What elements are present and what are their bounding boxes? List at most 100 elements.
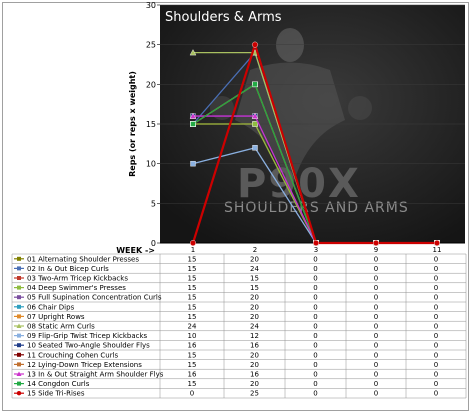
table-cell-value: 0 — [374, 342, 378, 350]
table-cell-value: 0 — [313, 265, 317, 273]
table-cell-value: 0 — [374, 371, 378, 379]
table-cell-value: 0 — [434, 332, 438, 340]
table-cell-value: 0 — [374, 303, 378, 311]
legend-key-marker — [16, 323, 22, 328]
table-cell-value: 20 — [250, 361, 259, 369]
table-cell-value: 0 — [313, 255, 317, 263]
table-row-label: 08 Static Arm Curls — [27, 323, 95, 331]
table-cell-value: 20 — [250, 351, 259, 359]
table-cell-value: 15 — [188, 275, 197, 283]
table-row-label: 06 Chair Dips — [27, 303, 75, 311]
table-cell-value: 20 — [250, 294, 259, 302]
table-row-label: 12 Lying-Down Tricep Extensions — [27, 361, 142, 369]
y-tick-label: 5 — [151, 199, 156, 208]
table-cell-value: 0 — [313, 275, 317, 283]
table-cell-value: 0 — [434, 323, 438, 331]
table-cell-value: 0 — [434, 342, 438, 350]
y-tick-label: 30 — [146, 1, 156, 10]
x-axis-label: WEEK -> — [116, 246, 155, 255]
table-cell-value: 20 — [250, 313, 259, 321]
table-row-label: 01 Alternating Shoulder Presses — [27, 255, 139, 263]
legend-key-marker — [17, 276, 21, 280]
data-point — [190, 160, 196, 167]
table-cell-value: 0 — [374, 380, 378, 388]
table-cell-value: 15 — [188, 303, 197, 311]
table-cell-value: 15 — [188, 313, 197, 321]
table-cell-value: 24 — [250, 323, 259, 331]
legend-key-marker — [17, 295, 21, 300]
data-point — [189, 239, 196, 246]
table-cell-value: 0 — [374, 255, 378, 263]
data-point — [252, 145, 258, 151]
table-cell-value: 15 — [188, 284, 197, 292]
table-cell-value: 15 — [250, 284, 259, 292]
table-row: 11 Crouching Cohen Curls 15 20 0 0 0 — [14, 351, 438, 359]
data-point — [313, 239, 320, 246]
chart-frame — [2, 2, 469, 411]
athlete-figure — [210, 28, 372, 200]
data-point — [251, 41, 258, 48]
data-point — [190, 121, 196, 127]
legend-key-marker — [17, 304, 21, 309]
table-cell-value: 0 — [434, 284, 438, 292]
data-point — [252, 81, 258, 88]
table-cell-value: 0 — [434, 371, 438, 379]
table-row-label: 13 In & Out Straight Arm Shoulder Flys — [27, 371, 164, 379]
table-cell-value: 15 — [188, 265, 197, 273]
legend-key-marker — [17, 333, 21, 338]
table-row-label: 04 Deep Swimmer's Presses — [27, 284, 126, 292]
y-axis-label: Reps (or reps x weight) — [128, 71, 137, 177]
table-cell-value: 0 — [434, 313, 438, 321]
table-cell-value: 0 — [313, 303, 317, 311]
y-tick-label: 20 — [146, 80, 156, 89]
table-row: 01 Alternating Shoulder Presses 15 20 0 0 0 — [14, 255, 438, 263]
y-ticks: 0 5 10 15 20 25 30 — [146, 1, 160, 248]
table-cell-value: 0 — [374, 390, 378, 398]
table-cell-value: 0 — [313, 390, 317, 398]
table-row: 04 Deep Swimmer's Presses 15 15 0 0 0 — [14, 284, 438, 292]
data-table: 01 Alternating Shoulder Presses 15 20 0 0 002… — [11, 253, 467, 399]
table-cell-value: 0 — [434, 303, 438, 311]
table-cell-value: 0 — [434, 275, 438, 283]
table-cell-value: 0 — [313, 323, 317, 331]
x-tick-label: 1 — [191, 246, 195, 254]
legend-key-marker — [17, 381, 21, 386]
table-cell-value: 16 — [250, 342, 259, 350]
data-point — [252, 121, 258, 127]
series-lines — [189, 40, 441, 246]
y-tick-label: 0 — [151, 239, 156, 248]
table-cell-value: 0 — [313, 351, 317, 359]
table-row: 07 Upright Rows 15 20 0 0 0 — [14, 313, 438, 321]
table-cell-value: 10 — [188, 332, 197, 340]
legend-key-marker — [17, 343, 21, 348]
table-cell-value: 0 — [434, 265, 438, 273]
table-cell-value: 0 — [313, 380, 317, 388]
table-row: 05 Full Supination Concentration Curls 15… — [14, 294, 438, 302]
table-row-label: 07 Upright Rows — [27, 313, 85, 321]
table-row-label: 09 Flip-Grip Twist Tricep Kickbacks — [27, 332, 148, 340]
table-cell-value: 24 — [250, 265, 259, 273]
table-cell-value: 0 — [374, 294, 378, 302]
x-ticks: 1 2 3 9 11 — [191, 246, 442, 254]
table-cell-value: 15 — [188, 255, 197, 263]
table-row: 10 Seated Two-Angle Shoulder Flys 16 16 0 0 0 — [14, 342, 438, 350]
table-cell-value: 0 — [313, 284, 317, 292]
y-tick-label: 25 — [146, 41, 156, 50]
table-row: 06 Chair Dips 15 20 0 0 0 — [14, 303, 438, 311]
table-cell-value: 0 — [374, 361, 378, 369]
table-row: 03 Two-Arm Tricep Kickbacks 15 15 0 0 0 — [14, 275, 438, 283]
legend-key-marker — [17, 314, 21, 319]
chart-title: Shoulders & Arms — [165, 10, 282, 25]
table-cell-value: 15 — [188, 294, 197, 302]
y-tick-label: 10 — [146, 160, 156, 169]
table-cell-value: 0 — [434, 390, 438, 398]
table-cell-value: 15 — [188, 380, 197, 388]
table-cell-value: 20 — [250, 303, 259, 311]
table-row: 12 Lying-Down Tricep Extensions 15 20 0 0 0 — [14, 361, 438, 369]
table-cell-value: 0 — [434, 255, 438, 263]
table-cell-value: 16 — [188, 371, 197, 379]
legend-key-marker — [16, 391, 22, 396]
table-cell-value: 0 — [313, 294, 317, 302]
data-point — [373, 239, 380, 246]
y-tick-label: 15 — [146, 120, 156, 129]
